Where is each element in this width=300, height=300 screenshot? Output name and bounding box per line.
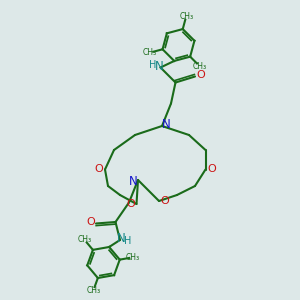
Text: O: O xyxy=(86,217,95,227)
Text: CH₃: CH₃ xyxy=(86,286,100,295)
Text: O: O xyxy=(94,164,103,175)
Text: H: H xyxy=(124,236,132,247)
Text: O: O xyxy=(196,70,205,80)
Text: CH₃: CH₃ xyxy=(77,235,91,244)
Text: CH₃: CH₃ xyxy=(142,48,157,57)
Text: CH₃: CH₃ xyxy=(193,62,207,71)
Text: N: N xyxy=(162,118,171,131)
Text: N: N xyxy=(154,59,164,73)
Text: CH₃: CH₃ xyxy=(126,253,140,262)
Text: CH₃: CH₃ xyxy=(179,11,193,20)
Text: O: O xyxy=(126,199,135,209)
Text: O: O xyxy=(207,164,216,175)
Text: N: N xyxy=(117,232,126,245)
Text: N: N xyxy=(129,175,138,188)
Text: H: H xyxy=(149,59,157,70)
Text: O: O xyxy=(160,196,169,206)
